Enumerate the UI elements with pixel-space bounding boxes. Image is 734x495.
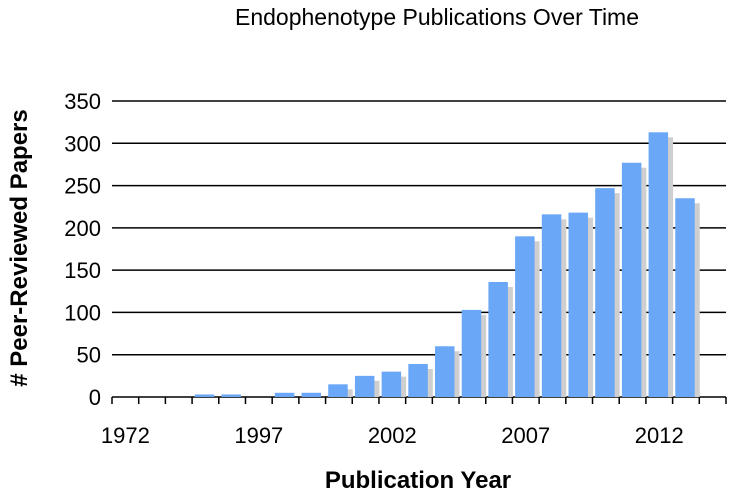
y-tick-label: 0: [89, 385, 101, 410]
bar: [515, 236, 535, 397]
y-tick-label: 150: [64, 258, 101, 283]
x-tick-label: 1972: [101, 423, 150, 448]
bar: [221, 394, 241, 397]
bar: [648, 132, 669, 397]
gridlines: [111, 100, 727, 404]
x-tick-label: 1997: [234, 423, 283, 448]
bar: [328, 384, 348, 397]
x-tick-label: 2007: [501, 423, 550, 448]
x-axis-label: Publication Year: [325, 467, 511, 494]
bar: [354, 375, 375, 397]
bar: [595, 188, 615, 397]
bars: [194, 132, 695, 397]
bar: [621, 162, 642, 397]
bar: [675, 198, 695, 397]
bar: [408, 364, 428, 397]
bar: [435, 346, 455, 397]
bar: [274, 392, 295, 397]
chart-title: Endophenotype Publications Over Time: [235, 4, 639, 30]
y-tick-label: 100: [64, 300, 101, 325]
bar: [568, 212, 588, 397]
y-tick-label: 350: [64, 89, 101, 114]
bar: [301, 392, 322, 397]
x-tick-labels: 1972 1997 2002 2007 2012: [101, 423, 684, 448]
y-tick-label: 250: [64, 174, 101, 199]
y-tick-label: 200: [64, 216, 101, 241]
y-tick-label: 50: [77, 343, 101, 368]
y-axis-label: # Peer-Reviewed Papers: [6, 109, 33, 387]
y-tick-labels: 0 50 100 150 200 250 300 350: [64, 89, 101, 410]
x-tick-label: 2012: [635, 423, 684, 448]
bar: [381, 371, 402, 397]
bar: [541, 214, 562, 397]
x-tick-label: 2002: [368, 423, 417, 448]
bar: [461, 309, 482, 397]
bar: [194, 394, 215, 397]
bar: [488, 281, 508, 397]
y-tick-label: 300: [64, 131, 101, 156]
